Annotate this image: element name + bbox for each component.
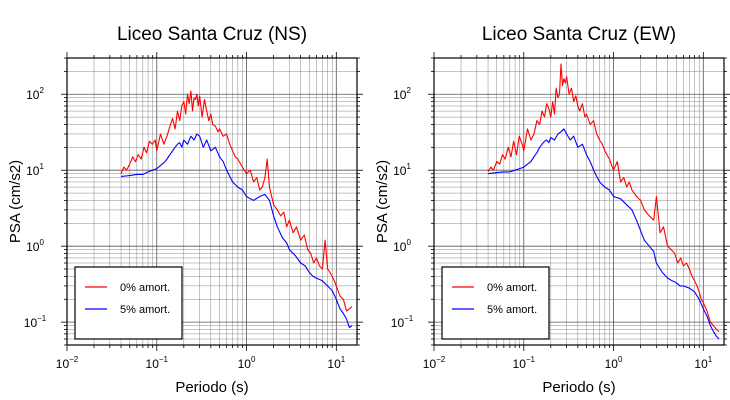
series-line-damped [120, 133, 353, 329]
legend-box [74, 266, 183, 340]
y-tick-label-base: 10 [393, 88, 407, 102]
x-tick-label: 10−2 [423, 355, 446, 371]
x-tick-label-base: 10 [327, 357, 341, 371]
x-tick-label-base: 10 [238, 357, 252, 371]
y-axis-label: PSA (cm/s2) [374, 160, 391, 243]
y-tick-label-exponent: −1 [37, 314, 47, 323]
legend: 0% amort. 5% amort. [74, 266, 183, 340]
chart-title: Liceo Santa Cruz (EW) [482, 24, 676, 45]
legend-label: 0% amort. [487, 282, 537, 294]
y-tick-label: 10−1 [391, 314, 414, 330]
x-tick-label-base: 10 [56, 357, 70, 371]
y-axis-label: PSA (cm/s2) [7, 160, 24, 243]
y-tick-label-exponent: 0 [39, 238, 44, 247]
x-tick-label-base: 10 [423, 357, 437, 371]
y-tick-label-exponent: 0 [406, 238, 411, 247]
y-tick-label-base: 10 [393, 240, 407, 254]
y-tick-label-base: 10 [393, 164, 407, 178]
x-tick-label-base: 10 [605, 357, 619, 371]
legend-box [441, 266, 550, 340]
plot-frame [66, 57, 358, 346]
x-tick-label-exponent: −2 [436, 355, 446, 364]
y-tick-label: 101 [26, 162, 44, 178]
y-tick-label-base: 10 [26, 164, 40, 178]
x-tick-label-exponent: 0 [618, 355, 623, 364]
y-tick-label-base: 10 [26, 240, 40, 254]
series-line-damped [487, 128, 720, 340]
y-tick-label: 100 [393, 238, 411, 254]
y-tick-label-base: 10 [26, 88, 40, 102]
y-tick-label-base: 10 [391, 316, 405, 330]
y-tick-label: 100 [26, 238, 44, 254]
y-tick-label-exponent: −1 [404, 314, 414, 323]
y-tick-label: 102 [393, 86, 411, 102]
x-tick-label-base: 10 [694, 357, 708, 371]
x-tick-label: 10−1 [513, 355, 536, 371]
x-tick-label: 101 [327, 355, 345, 371]
x-tick-label-exponent: 1 [341, 355, 346, 364]
y-tick-label-base: 10 [24, 316, 38, 330]
legend: 0% amort. 5% amort. [441, 266, 550, 340]
y-tick-label-exponent: 2 [406, 86, 411, 95]
y-tick-label: 10−1 [24, 314, 47, 330]
x-tick-label: 10−1 [146, 355, 169, 371]
x-axis-label: Periodo (s) [175, 379, 248, 396]
x-tick-label-exponent: −1 [526, 355, 536, 364]
y-tick-label: 102 [26, 86, 44, 102]
y-tick-label-exponent: 2 [39, 86, 44, 95]
x-tick-label: 10−2 [56, 355, 79, 371]
chart-title: Liceo Santa Cruz (NS) [117, 24, 307, 45]
plot-frame [433, 57, 725, 346]
legend-label: 5% amort. [120, 304, 170, 316]
x-axis-label: Periodo (s) [542, 379, 615, 396]
legend-label: 0% amort. [120, 282, 170, 294]
series-line-undamped [120, 90, 353, 312]
x-tick-label-exponent: 0 [251, 355, 256, 364]
x-tick-label: 100 [238, 355, 256, 371]
x-tick-label-exponent: −1 [159, 355, 169, 364]
y-tick-label: 101 [393, 162, 411, 178]
x-tick-label-exponent: −2 [69, 355, 79, 364]
grid [67, 58, 357, 345]
legend-label: 5% amort. [487, 304, 537, 316]
x-tick-label-base: 10 [513, 357, 527, 371]
y-tick-label-exponent: 1 [406, 162, 411, 171]
series-line-undamped [487, 63, 720, 333]
x-tick-label-base: 10 [146, 357, 160, 371]
x-tick-label-exponent: 1 [708, 355, 713, 364]
x-tick-label: 101 [694, 355, 712, 371]
x-tick-label: 100 [605, 355, 623, 371]
y-tick-label-exponent: 1 [39, 162, 44, 171]
